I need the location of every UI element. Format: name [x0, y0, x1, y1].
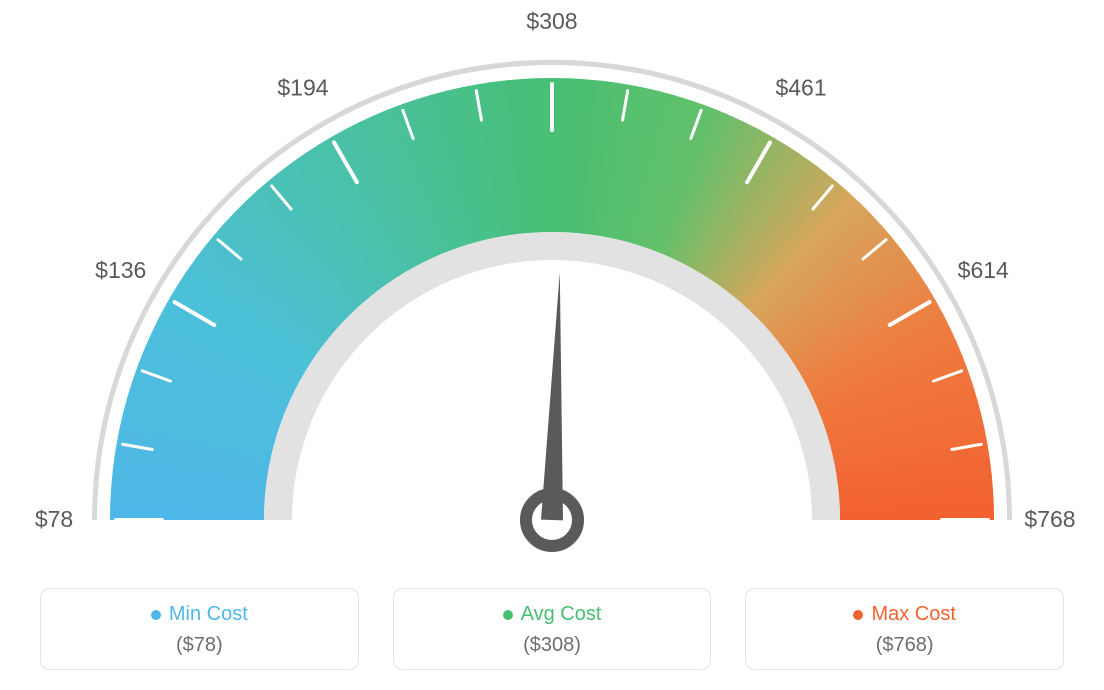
svg-text:$768: $768 [1024, 506, 1075, 532]
dot-icon [151, 610, 161, 620]
legend-row: Min Cost ($78) Avg Cost ($308) Max Cost … [0, 588, 1104, 670]
svg-text:$614: $614 [958, 257, 1009, 283]
cost-gauge: $78 $136 $194 $308 $461 $614 $768 [0, 0, 1104, 565]
svg-text:$461: $461 [775, 75, 826, 101]
legend-label: Max Cost [871, 603, 955, 626]
legend-value: ($768) [756, 634, 1053, 657]
legend-card-min: Min Cost ($78) [40, 588, 359, 670]
legend-card-max: Max Cost ($768) [745, 588, 1064, 670]
svg-text:$308: $308 [526, 8, 577, 34]
legend-value: ($78) [51, 634, 348, 657]
legend-card-avg: Avg Cost ($308) [393, 588, 712, 670]
dot-icon [853, 610, 863, 620]
legend-value: ($308) [404, 634, 701, 657]
svg-text:$194: $194 [277, 75, 328, 101]
legend-label: Min Cost [169, 603, 248, 626]
dot-icon [503, 610, 513, 620]
svg-text:$136: $136 [95, 257, 146, 283]
legend-label: Avg Cost [521, 603, 602, 626]
svg-text:$78: $78 [35, 506, 73, 532]
